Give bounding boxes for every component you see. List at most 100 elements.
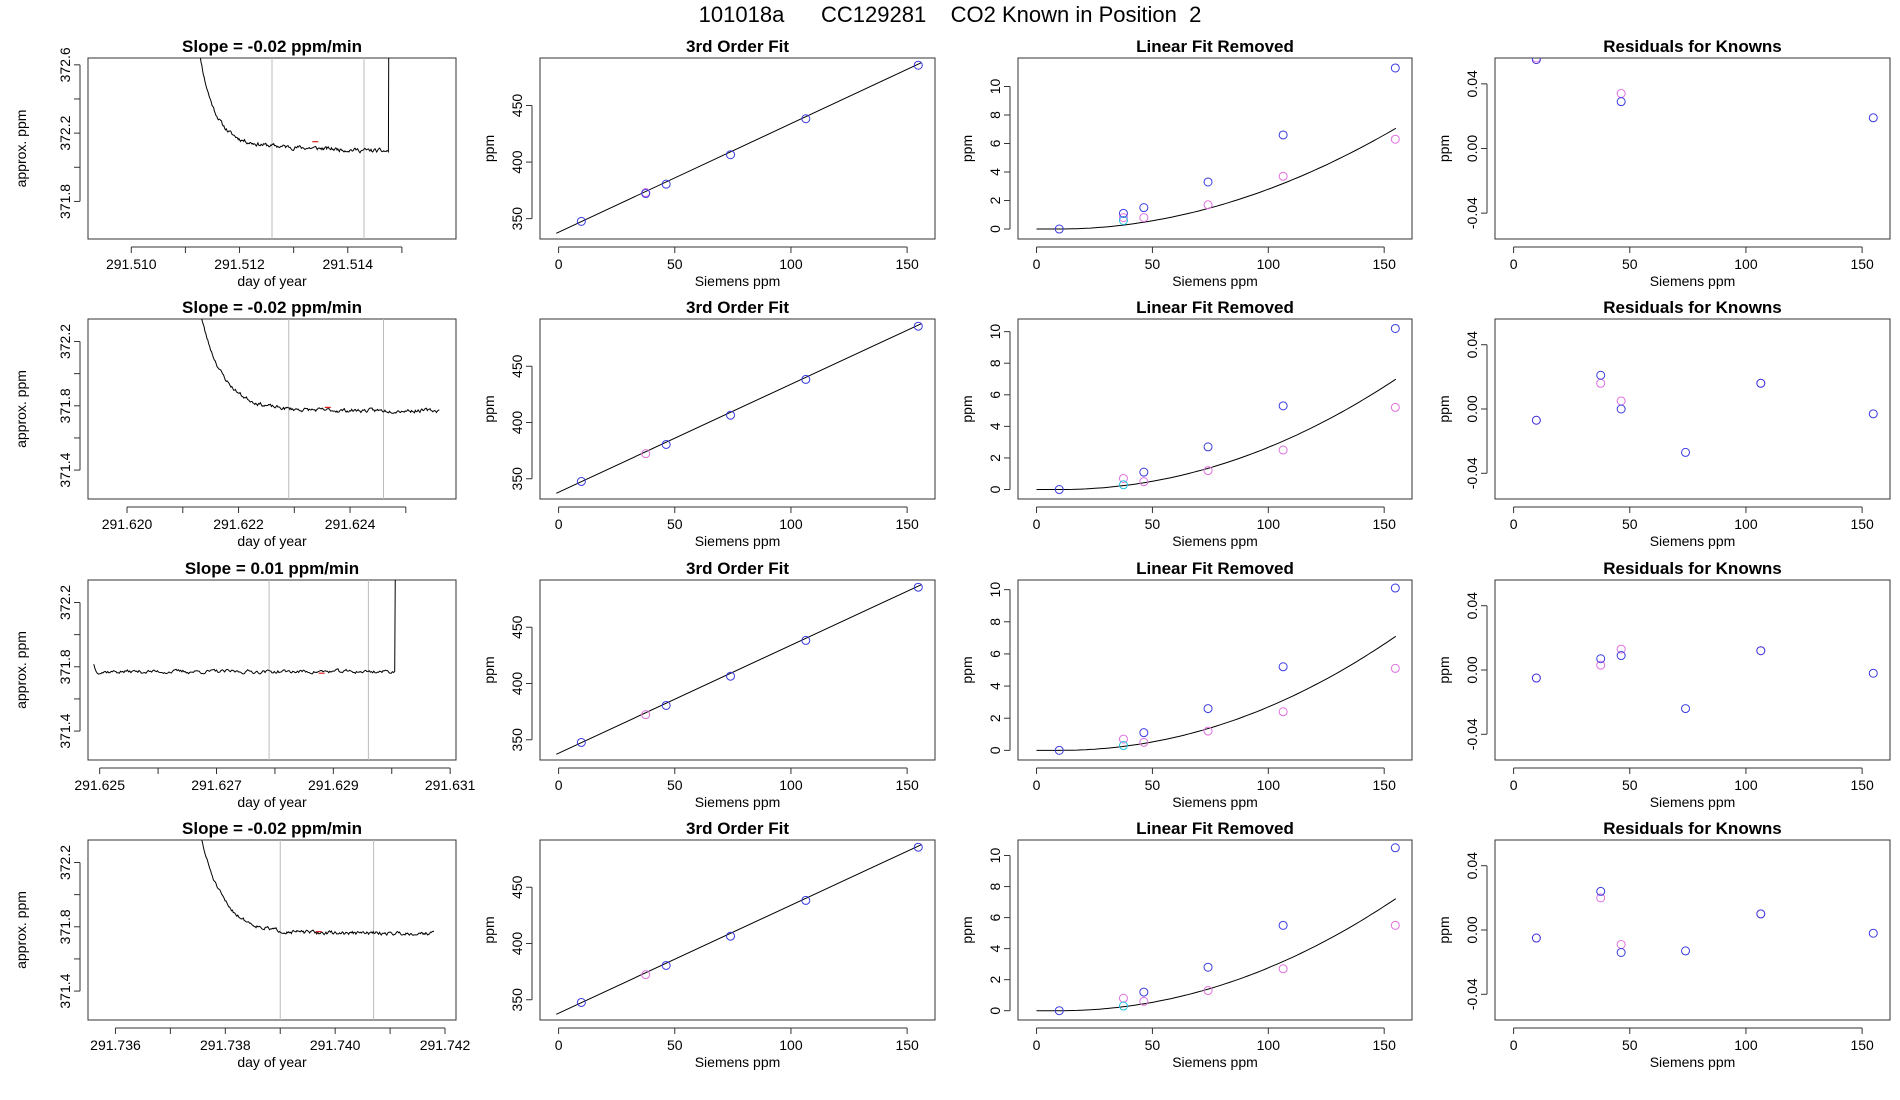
x-tick-label: 100 [1257,516,1281,532]
plot-frame [1017,839,1413,1021]
x-tick-label: 0 [555,256,563,272]
known-point [661,179,671,189]
known-point [1139,728,1149,738]
reference-point [1139,996,1149,1006]
y-tick-label: 350 [509,988,525,1012]
known-point [1868,409,1878,419]
reference-point [1118,473,1128,483]
known-point [1139,987,1149,997]
known-point [913,321,923,331]
panel-r2-c1: Slope = -0.02 ppm/min 291.620 291.622 291.6… [13,298,457,549]
plot-frame [87,579,457,761]
x-tick-label: 291.627 [191,777,242,793]
known-point [1756,909,1766,919]
panel-title: Linear Fit Removed [1136,37,1294,56]
x-tick-label: 100 [779,777,803,793]
panel-title: Residuals for Knowns [1603,819,1782,838]
panel-title: Residuals for Knowns [1603,37,1782,56]
panel-title: Slope = -0.02 ppm/min [182,819,362,838]
panel-title: Slope = -0.02 ppm/min [182,37,362,56]
y-axis-label: ppm [481,916,497,943]
known-point [1868,668,1878,678]
x-tick-label: 100 [1734,516,1758,532]
reference-point [1203,726,1213,736]
panel-r3-c3: Linear Fit Removed 0 50 100 150 Siemens ppm 0 2… [959,559,1413,810]
x-axis-label: Siemens ppm [1650,273,1736,289]
fit-curve [1036,378,1397,490]
y-axis-label: ppm [1436,135,1452,162]
y-tick-label: 371.8 [57,909,73,944]
panel-r4-c2: 3rd Order Fit 0 50 100 150 Siemens ppm 350 400 4… [481,819,936,1070]
plot-area [1531,370,1878,457]
reference-point [1278,445,1288,455]
y-tick-label: 0.00 [1464,916,1480,943]
y-tick-label: 450 [509,615,525,639]
plot-frame [1017,579,1413,761]
known-point [1868,928,1878,938]
y-tick-label: 6 [987,391,1003,399]
y-tick-label: 4 [987,682,1003,690]
fit-line [556,844,922,1015]
known-point [1531,933,1541,943]
x-tick-label: 0 [555,516,563,532]
known-point [661,439,671,449]
known-point [726,150,736,160]
y-tick-label: 0.00 [1464,135,1480,162]
x-tick-label: 150 [1850,516,1874,532]
y-axis-label: ppm [1436,916,1452,943]
y-tick-label: 0.00 [1464,656,1480,683]
x-tick-label: 50 [1622,1037,1638,1053]
x-tick-label: 50 [1622,256,1638,272]
y-axis-label: ppm [481,395,497,422]
reference-point [1203,466,1213,476]
y-tick-label: 2 [987,714,1003,722]
y-axis-label: ppm [959,656,975,683]
reference-point [1390,402,1400,412]
panel-r1-c3: Linear Fit Removed 0 50 100 150 Siemens ppm 0 2… [959,37,1413,289]
y-tick-label: 10 [987,324,1003,340]
concentration-trace [201,319,440,414]
x-tick-label: 291.736 [90,1037,141,1053]
x-tick-label: 150 [1373,256,1397,272]
y-tick-label: 372.6 [57,47,73,82]
plot-frame [1494,839,1891,1021]
x-tick-label: 50 [667,1037,683,1053]
x-axis-label: Siemens ppm [695,1054,781,1070]
panel-r2-c4: Residuals for Knowns 0 50 100 150 Siemens ppm… [1436,298,1891,549]
y-axis-label: approx. ppm [13,631,29,709]
x-tick-label: 150 [1373,777,1397,793]
panel-title: Linear Fit Removed [1136,298,1294,317]
reference-point [1616,939,1626,949]
reference-point [1203,200,1213,210]
plot-area [1036,583,1400,755]
y-tick-label: 371.4 [57,973,73,1008]
flagged-point [1118,1001,1128,1011]
plot-area [1531,58,1878,123]
x-axis-label: Siemens ppm [1172,273,1258,289]
x-tick-label: 291.514 [322,256,373,272]
known-point [576,216,586,226]
plot-area [1036,63,1400,234]
x-tick-label: 150 [895,256,919,272]
known-point [726,931,736,941]
reference-point [1596,893,1606,903]
known-point [801,635,811,645]
known-point [1596,370,1606,380]
y-tick-label: 8 [987,882,1003,890]
known-point [1756,378,1766,388]
x-tick-label: 0 [1033,1037,1041,1053]
y-tick-label: 0.04 [1464,70,1480,97]
known-point [801,895,811,905]
x-tick-label: 150 [1850,1037,1874,1053]
reference-point [1616,644,1626,654]
panel-r2-c2: 3rd Order Fit 0 50 100 150 Siemens ppm 350 400 4… [481,298,936,549]
reference-point [1278,964,1288,974]
x-tick-label: 291.622 [213,516,264,532]
y-tick-label: 350 [509,467,525,491]
y-tick-label: 0.04 [1464,852,1480,879]
x-tick-label: 291.620 [102,516,153,532]
y-tick-label: 2 [987,454,1003,462]
known-point [1054,745,1064,755]
x-tick-label: 50 [1145,256,1161,272]
plot-frame [1017,318,1413,500]
